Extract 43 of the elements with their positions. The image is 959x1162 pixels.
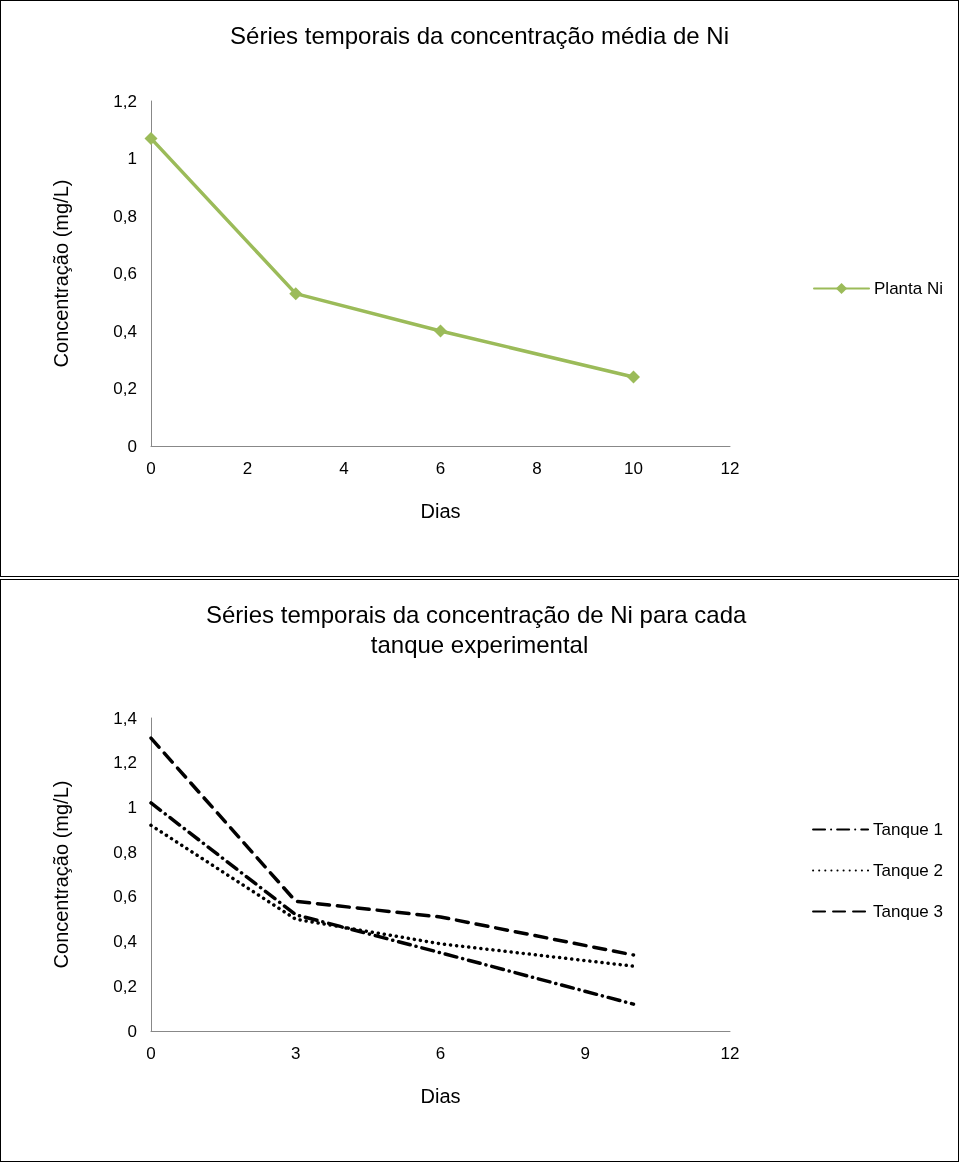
x-axis-title: Dias bbox=[420, 1085, 461, 1107]
chart-title: Séries temporais da concentração média de Ni bbox=[230, 21, 729, 49]
y-tick-label: 1 bbox=[127, 149, 137, 168]
x-tick-label: 6 bbox=[435, 1044, 446, 1063]
x-tick-label: 8 bbox=[532, 459, 542, 478]
x-tick-label: 12 bbox=[720, 459, 740, 478]
line-series bbox=[149, 736, 636, 957]
y-tick-label: 0 bbox=[127, 436, 137, 456]
x-tick-label: 10 bbox=[624, 459, 643, 478]
x-tick-label: 6 bbox=[435, 459, 446, 478]
y-tick-label: 0,8 bbox=[113, 206, 137, 226]
point bbox=[627, 370, 640, 384]
y-tick-label: 1,2 bbox=[113, 91, 137, 111]
legend-label: Tanque 1 bbox=[873, 820, 943, 839]
point bbox=[289, 287, 303, 301]
x-tick-label: 0 bbox=[146, 1044, 156, 1063]
y-tick-label: 0 bbox=[127, 1021, 137, 1041]
x-tick-label: 12 bbox=[720, 1044, 740, 1063]
y-tick-label: 0,8 bbox=[113, 842, 137, 862]
x-tick-label: 4 bbox=[339, 459, 349, 478]
y-axis-title: Concentração (mg/L) bbox=[50, 780, 72, 969]
legend-label: Planta Ni bbox=[874, 279, 943, 298]
chart-title: Séries temporais da concentração de Ni para cada tanque experimental bbox=[206, 600, 753, 658]
y-tick-label: 0,2 bbox=[113, 379, 137, 398]
legend-label: Tanque 2 bbox=[873, 861, 943, 880]
y-tick-label: 0,2 bbox=[113, 976, 137, 996]
x-tick-label: 9 bbox=[580, 1044, 590, 1063]
y-tick-label: 0,4 bbox=[113, 932, 137, 952]
point bbox=[434, 324, 447, 338]
y-tick-label: 0,6 bbox=[113, 264, 137, 283]
legend-label: Tanque 3 bbox=[873, 902, 943, 921]
y-tick-label: 1,4 bbox=[113, 708, 137, 728]
x-axis-title: Dias bbox=[420, 500, 461, 522]
point bbox=[144, 131, 158, 145]
x-tick-label: 3 bbox=[291, 1044, 301, 1063]
y-tick-label: 0,4 bbox=[113, 321, 137, 341]
y-tick-label: 0,6 bbox=[113, 887, 137, 907]
y-axis-title: Concentração (mg/L) bbox=[50, 179, 72, 368]
y-tick-label: 1,2 bbox=[113, 753, 137, 773]
x-tick-label: 0 bbox=[146, 459, 156, 478]
line-series bbox=[149, 801, 636, 1006]
x-tick-label: 2 bbox=[242, 459, 253, 478]
y-tick-label: 1 bbox=[127, 797, 137, 817]
